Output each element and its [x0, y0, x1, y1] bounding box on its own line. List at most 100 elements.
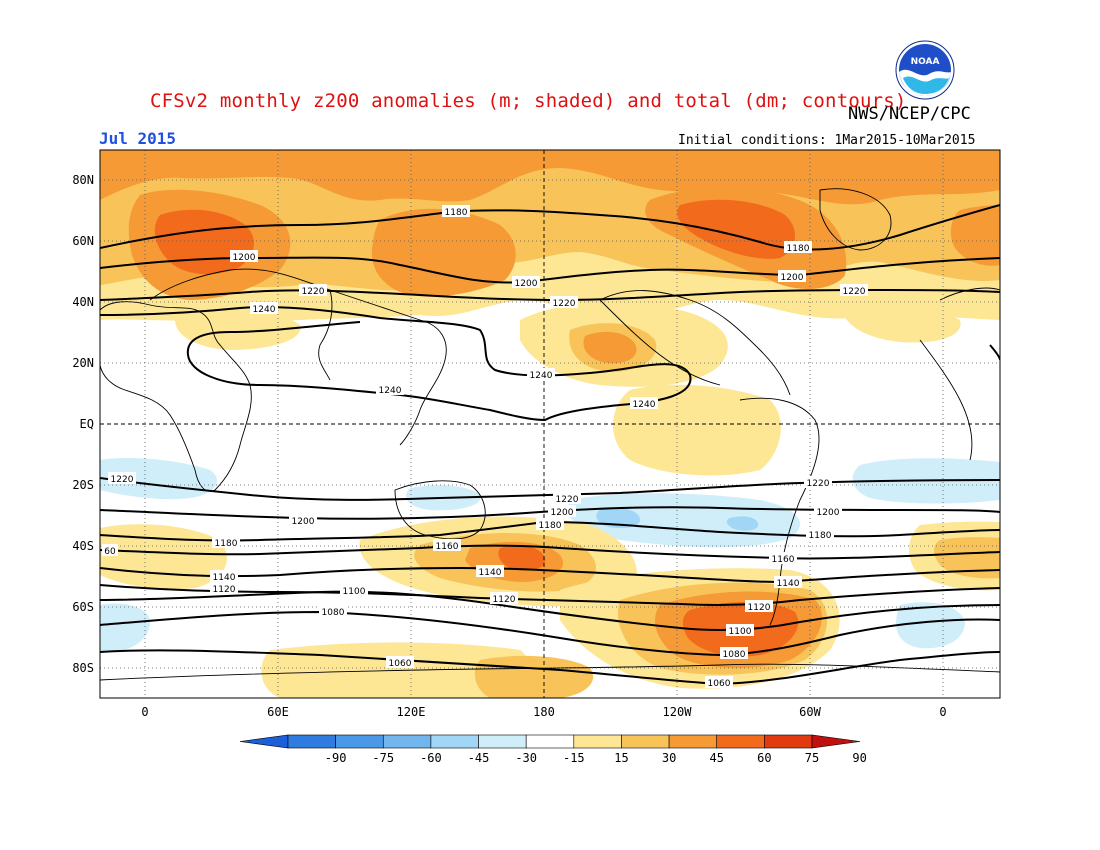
contour-s1080 [100, 610, 1000, 657]
contour-label: 1060 [708, 679, 731, 689]
contour-label: 1160 [772, 555, 795, 565]
contour-label: 1200 [233, 253, 256, 263]
lon-label: 120W [663, 705, 693, 719]
shade-south-neg15-e [100, 603, 150, 652]
contour-label: 1120 [748, 603, 771, 613]
forecast-month: Jul 2015 [99, 129, 177, 148]
lat-label: EQ [80, 417, 94, 431]
contour-1180 [100, 204, 1000, 251]
contour-label-boxes [102, 205, 868, 688]
contour-label: 1180 [445, 208, 468, 218]
lon-label: 60W [799, 705, 821, 719]
coast-eurasia [149, 268, 447, 446]
lat-label: 60N [72, 234, 94, 248]
contour-label: 1100 [729, 627, 752, 637]
coast-north-america [599, 290, 791, 396]
contour-label: 1140 [213, 573, 236, 583]
shade-south-45-d [934, 537, 1000, 579]
colorbar-swatch [573, 734, 622, 749]
initial-conditions: Initial conditions: 1Mar2015-10Mar2015 [678, 133, 976, 148]
colorbar-tick-label: -15 [563, 751, 585, 765]
plot-frame [99, 149, 1001, 699]
colorbar-swatch [764, 734, 813, 749]
contour-label: 1200 [817, 508, 840, 518]
shade-north-60-d [371, 208, 516, 297]
colorbar-tick-label: -30 [515, 751, 537, 765]
contour-label: 1220 [843, 287, 866, 297]
contour-label: 1100 [343, 587, 366, 597]
contour-label: 1220 [302, 287, 325, 297]
colorbar: -90 -75 -60 -45 -30 -15 15 30 45 60 75 90 [239, 734, 867, 765]
colorbar-swatch [525, 734, 575, 749]
colorbar-swatch [668, 734, 718, 749]
coast-south-america [739, 397, 820, 626]
contour-label: 1140 [777, 579, 800, 589]
agency-label: NWS/NCEP/CPC [848, 104, 971, 124]
shade-north-60 [100, 150, 1000, 205]
contour-s1100 [100, 590, 1000, 631]
lon-label: 120E [397, 705, 426, 719]
logo-text: NOAA [911, 57, 940, 67]
shade-south-neg15-f [896, 602, 965, 649]
contour-s1220 [100, 477, 1000, 501]
contour-label: 1220 [556, 495, 579, 505]
colorbar-tick-label: -75 [372, 751, 394, 765]
contour-label: 1140 [479, 568, 502, 578]
lat-label: 40N [72, 295, 94, 309]
lon-label: 60E [267, 705, 289, 719]
contour-label: 1200 [551, 508, 574, 518]
contour-label: 1080 [322, 608, 345, 618]
contour-s1140 [100, 566, 1000, 584]
contour-label: 1240 [379, 386, 402, 396]
contour-label: 1120 [493, 595, 516, 605]
contour-label: 1240 [253, 305, 276, 315]
contour-label: 1060 [389, 659, 412, 669]
contour-label: 1180 [215, 539, 238, 549]
contour-label: 1180 [787, 244, 810, 254]
coastlines [100, 188, 1000, 681]
lon-label: 0 [141, 705, 148, 719]
coast-europe-2 [919, 287, 1000, 461]
contour-label: 1220 [553, 299, 576, 309]
colorbar-swatch [716, 734, 765, 749]
lon-label: 180 [533, 705, 555, 719]
longitude-labels: 0 60E 120E 180 120W 60W 0 [141, 705, 946, 719]
shaded-anomalies [100, 150, 1000, 698]
colorbar-swatch [239, 734, 289, 749]
contour-label: 1200 [292, 517, 315, 527]
contour-label: 1180 [539, 521, 562, 531]
noaa-logo-icon: NOAA [895, 40, 955, 100]
lat-label: 60S [72, 600, 94, 614]
lat-label: 20S [72, 478, 94, 492]
colorbar-tick-label: 45 [710, 751, 724, 765]
colorbar-tick-label: 15 [614, 751, 628, 765]
contour-label: 1160 [436, 542, 459, 552]
colorbar-tick-label: -60 [420, 751, 442, 765]
shade-trop-60 [583, 331, 637, 364]
contour-label: 1240 [633, 400, 656, 410]
colorbar-swatch [621, 734, 670, 749]
lon-label: 0 [939, 705, 946, 719]
contour-label: 1240 [530, 371, 553, 381]
shade-south-neg30 [596, 508, 640, 528]
contour-label: 1180 [809, 531, 832, 541]
contour-label: 1220 [111, 475, 134, 485]
coast-africa-europe [100, 301, 252, 492]
colorbar-swatch [382, 734, 432, 749]
colorbar-tick-label: -90 [325, 751, 347, 765]
colorbar-swatch [478, 734, 527, 749]
colorbar-swatch [335, 734, 384, 749]
lat-label: 80S [72, 661, 94, 675]
contour-label: 60 [104, 547, 116, 557]
colorbar-swatch [811, 734, 861, 749]
shade-south-75-b [498, 545, 546, 571]
colorbar-swatch [430, 734, 479, 749]
contour-label: 1080 [723, 650, 746, 660]
shade-south-45-e [474, 655, 594, 698]
colorbar-tick-label: -45 [468, 751, 490, 765]
contour-label: 1120 [213, 585, 236, 595]
coast-antarctica [100, 663, 1000, 681]
shade-trop-30-d [840, 299, 961, 343]
chart-title: CFSv2 monthly z200 anomalies (m; shaded)… [150, 90, 907, 112]
